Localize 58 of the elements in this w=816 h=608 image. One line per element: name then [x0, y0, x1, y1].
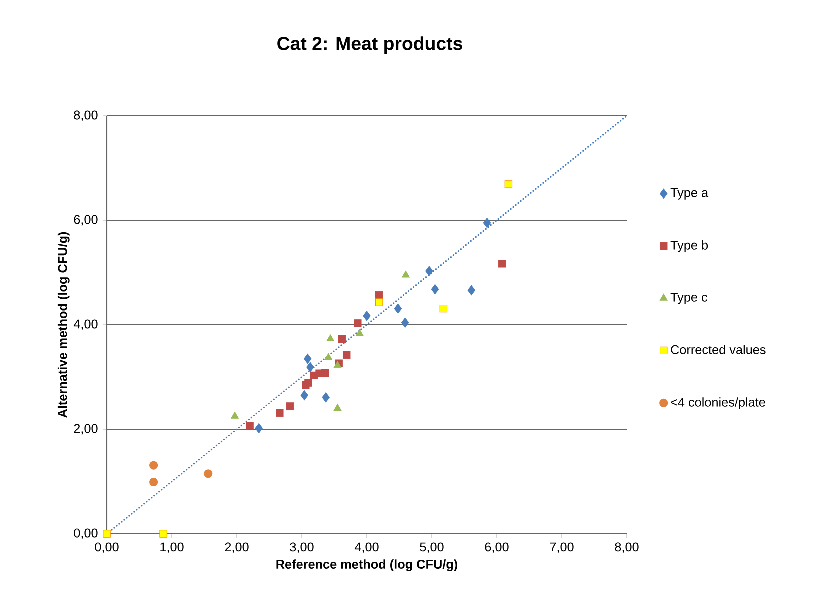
point [150, 461, 158, 470]
point [306, 362, 314, 372]
point [304, 354, 312, 364]
y-tick-label: 2,00 [74, 424, 98, 435]
x-tick-label: 7,00 [550, 542, 574, 554]
x-tick-label: 2,00 [225, 542, 249, 554]
point [401, 318, 410, 328]
y-tick-label: 6,00 [74, 215, 98, 226]
point [326, 334, 335, 342]
point [375, 291, 384, 300]
point [324, 353, 333, 360]
legend-label: Type a [670, 188, 709, 200]
point [498, 260, 506, 268]
point [356, 329, 364, 336]
point [338, 335, 346, 343]
point [255, 423, 263, 434]
point [103, 530, 111, 538]
y-tick-label: 0,00 [74, 528, 98, 540]
y-tick-label: 8,00 [74, 110, 98, 122]
x-tick-label: 4,00 [354, 542, 379, 554]
legend-label: Type c [670, 293, 708, 304]
x-axis-title: Reference method (log CFU/g) [276, 560, 458, 572]
legend-label: Type b [670, 240, 708, 252]
point [231, 412, 240, 419]
point [483, 218, 492, 228]
point [322, 392, 330, 403]
point [276, 409, 284, 418]
point [431, 284, 440, 295]
point [468, 285, 476, 296]
x-tick-label: 0,00 [95, 542, 119, 554]
point [300, 390, 308, 401]
chart-title: Cat 2: Meat products [278, 36, 462, 54]
y-axis-title: Alternative method (log CFU/g) [58, 232, 70, 418]
x-tick-label: 5,00 [420, 542, 444, 554]
point [375, 298, 384, 306]
point [354, 320, 362, 328]
point [286, 402, 294, 410]
point [394, 304, 402, 314]
point [504, 180, 513, 188]
x-tick-label: 3,00 [290, 542, 314, 554]
legend-label: <4 colonies/plate [671, 398, 766, 410]
x-tick-label: 6,00 [485, 542, 509, 554]
point [440, 304, 448, 313]
point [402, 270, 410, 278]
point [334, 404, 342, 412]
y-tick-label: 4,00 [74, 320, 98, 330]
point [160, 530, 168, 538]
point [204, 470, 213, 478]
point [246, 422, 254, 430]
legend-label: Corrected values [671, 345, 766, 354]
x-tick-label: 1,00 [160, 542, 184, 554]
point [322, 369, 330, 377]
point [426, 266, 434, 276]
point [363, 311, 371, 322]
point [304, 379, 312, 387]
point [342, 351, 351, 360]
x-tick-label: 8,00 [615, 542, 639, 554]
point [150, 478, 158, 487]
